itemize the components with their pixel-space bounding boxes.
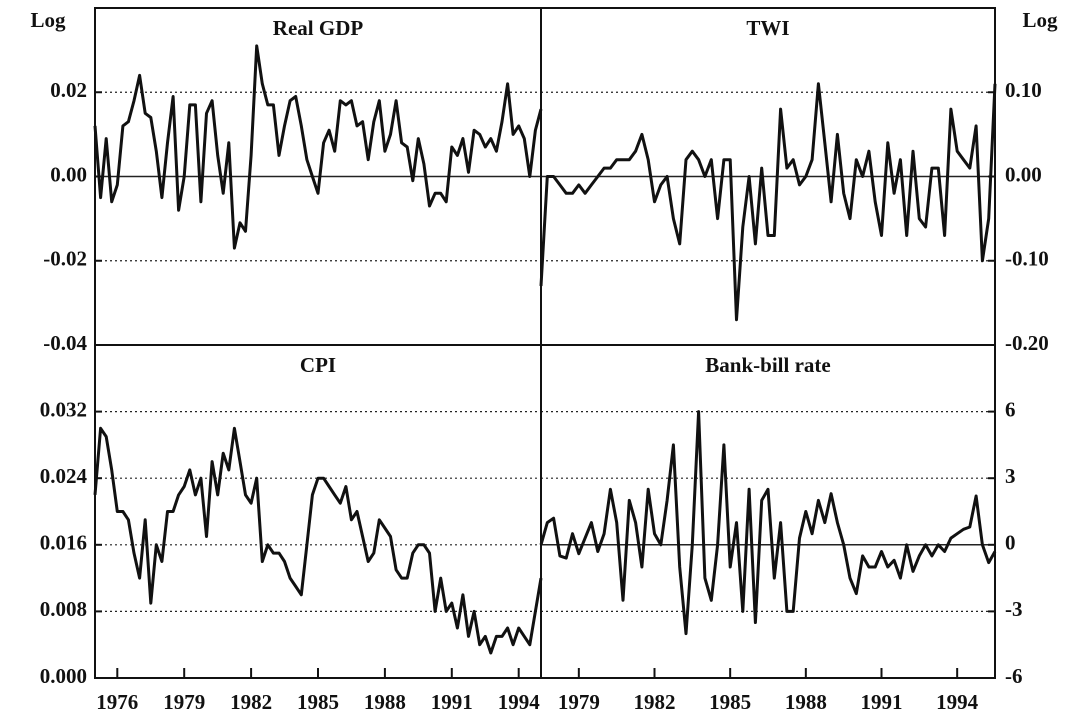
- y-tick-label: -0.10: [1005, 247, 1049, 271]
- y-tick-label: -0.04: [43, 331, 87, 355]
- y-tick-label: 0.032: [40, 397, 87, 421]
- data-line: [93, 44, 543, 250]
- x-tick-label: 1994: [498, 690, 541, 714]
- y-tick-label: 0.000: [40, 664, 87, 688]
- x-tick-label: 1988: [785, 690, 827, 714]
- y-tick-label: 0.10: [1005, 78, 1042, 102]
- x-tick-label: 1976: [96, 690, 138, 714]
- panel-title: Real GDP: [273, 16, 364, 40]
- panel-frame: [540, 344, 996, 679]
- x-tick-label: 1985: [297, 690, 339, 714]
- y-tick-label: -3: [1005, 597, 1023, 621]
- x-tick-label: 1994: [936, 690, 979, 714]
- x-tick-label: 1988: [364, 690, 406, 714]
- y-tick-label: 3: [1005, 464, 1016, 488]
- y-tick-label: -0.20: [1005, 331, 1049, 355]
- panel-title: TWI: [746, 16, 789, 40]
- y-tick-label: 0.016: [40, 531, 87, 555]
- y-axis-label: Log: [1022, 8, 1058, 32]
- panel-title: Bank-bill rate: [705, 353, 830, 377]
- y-tick-label: 0: [1005, 531, 1016, 555]
- x-tick-label: 1985: [709, 690, 751, 714]
- panel-frame: [94, 344, 542, 679]
- y-tick-label: 0.02: [50, 78, 87, 102]
- data-line: [93, 426, 543, 655]
- x-tick-label: 1982: [230, 690, 272, 714]
- x-tick-label: 1979: [163, 690, 205, 714]
- x-tick-label: 1991: [861, 690, 903, 714]
- y-tick-label: 0.024: [40, 464, 88, 488]
- y-tick-label: 0.00: [1005, 162, 1042, 186]
- y-tick-label: 0.008: [40, 597, 87, 621]
- x-tick-label: 1979: [558, 690, 600, 714]
- y-tick-label: -0.02: [43, 247, 87, 271]
- data-line: [539, 82, 997, 322]
- y-tick-label: 6: [1005, 397, 1016, 421]
- y-tick-label: -6: [1005, 664, 1023, 688]
- data-line: [539, 410, 997, 636]
- y-axis-label: Log: [30, 8, 66, 32]
- panel-title: CPI: [300, 353, 336, 377]
- x-tick-label: 1982: [634, 690, 676, 714]
- y-tick-label: 0.00: [50, 162, 87, 186]
- x-tick-label: 1991: [431, 690, 473, 714]
